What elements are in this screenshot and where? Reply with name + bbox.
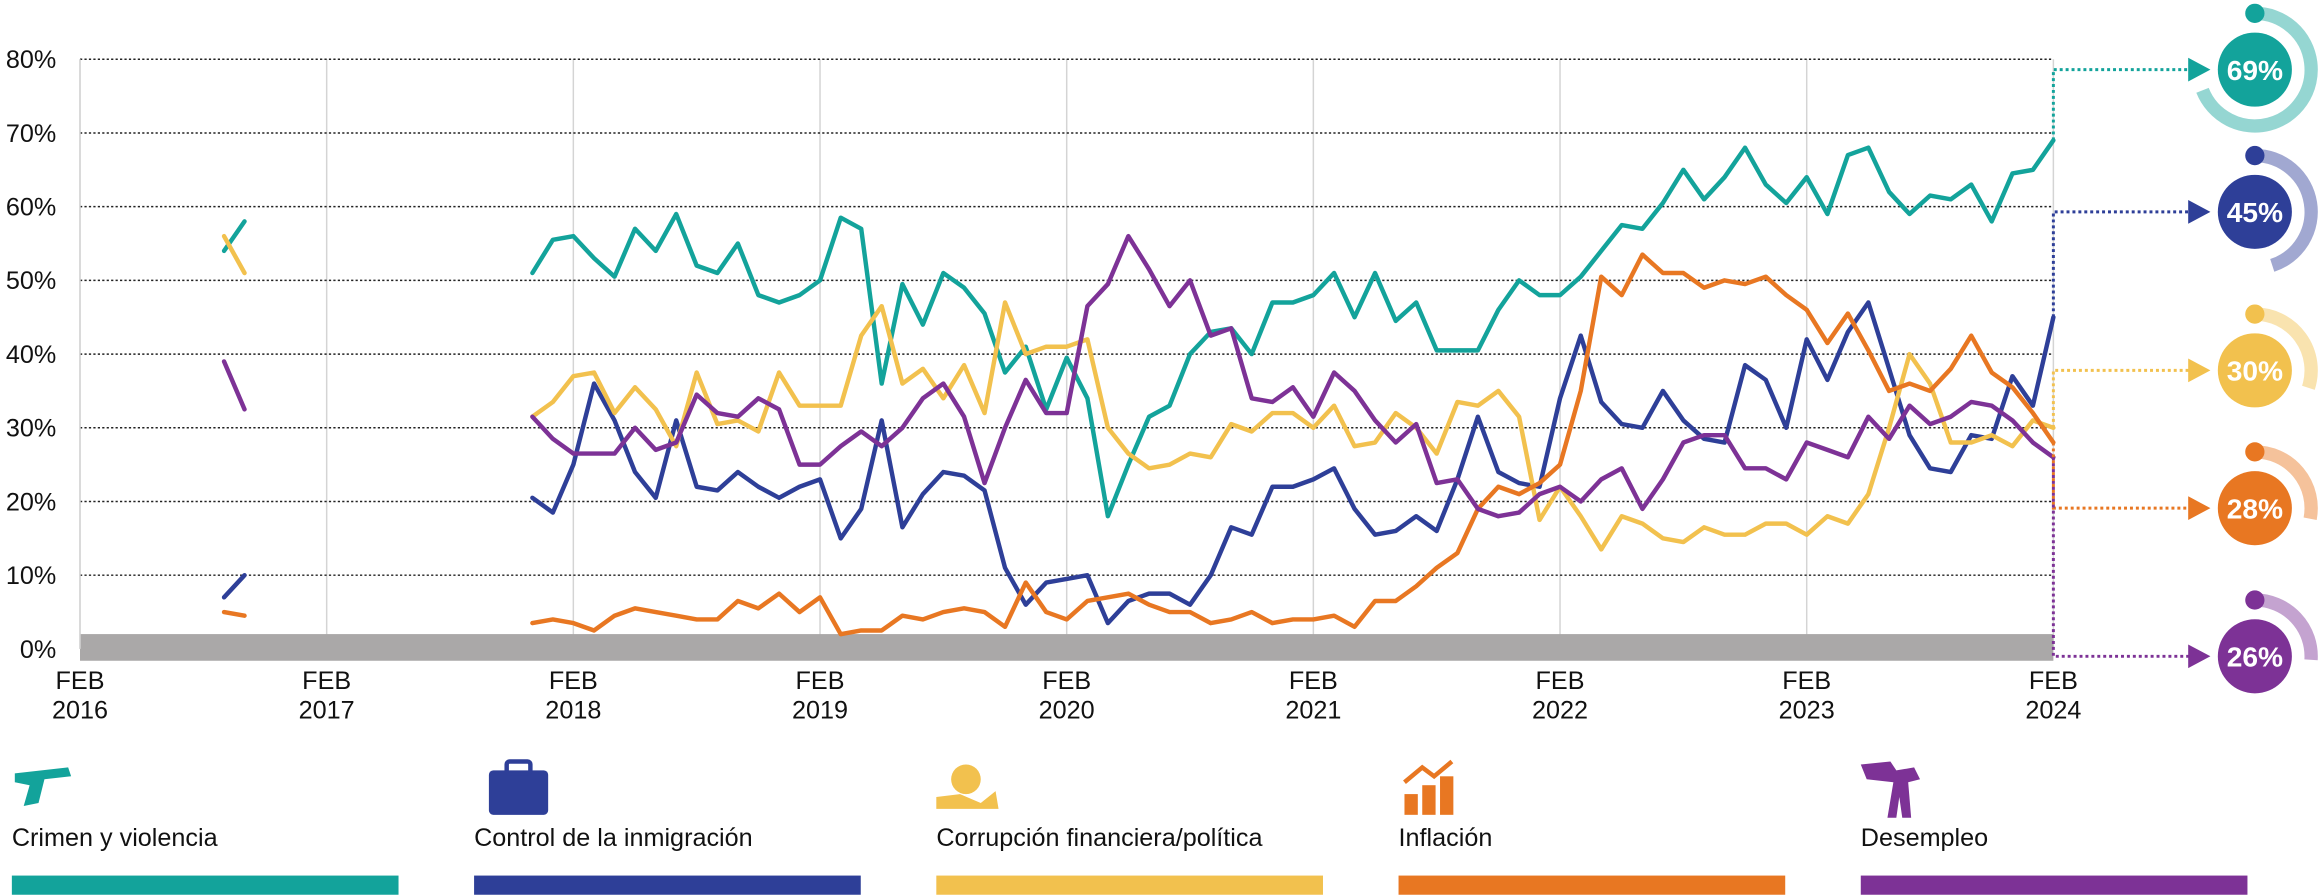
connector	[2051, 68, 2190, 141]
connector-arrow	[2188, 644, 2211, 669]
y-tick-label: 40%	[6, 341, 56, 369]
series-line	[530, 300, 2056, 552]
x-tick-label: FEB 2023	[1778, 666, 1835, 725]
gauge-disc	[2217, 174, 2292, 249]
icon-hand	[936, 791, 999, 809]
connector	[2051, 442, 2190, 510]
gauge-arc	[2254, 148, 2318, 272]
gauge-disc	[2217, 471, 2292, 546]
legend-label: Inflación	[1398, 823, 1493, 852]
series-line	[530, 252, 2056, 637]
legend-bar	[11, 875, 399, 895]
legend-bar	[936, 875, 1323, 895]
x-tick-label: FEB 2021	[1285, 666, 1342, 725]
series-line	[221, 572, 247, 600]
gauge-arc	[2254, 593, 2318, 661]
icon-coin	[951, 764, 981, 795]
legend-bar	[474, 875, 861, 895]
gauge-dot	[2245, 145, 2265, 166]
gauge-arc	[2254, 445, 2318, 520]
legend-bar	[1398, 875, 1786, 895]
y-tick-label: 80%	[6, 46, 56, 74]
end-label: 45%	[2227, 197, 2283, 228]
gauge-dot	[2245, 590, 2265, 610]
icon-bar	[1404, 794, 1418, 815]
icon-arrow	[1403, 759, 1454, 784]
gauge-dot	[2245, 3, 2265, 23]
icon-revolver	[14, 767, 72, 806]
series-line	[221, 233, 247, 276]
icon-handle	[504, 759, 533, 776]
icon-person	[1860, 761, 1921, 818]
series-line	[530, 233, 2056, 519]
series-line	[221, 219, 247, 254]
legend-label: Crimen y violencia	[11, 823, 218, 852]
series-line	[530, 138, 2056, 519]
end-label: 26%	[2227, 642, 2283, 673]
x-tick-label: FEB 2017	[298, 666, 355, 725]
gauge-disc	[2217, 619, 2292, 694]
icon-bar	[1440, 776, 1454, 815]
y-tick-label: 10%	[6, 562, 56, 590]
gauge-disc	[2217, 32, 2292, 107]
gauge-dot	[2245, 304, 2265, 324]
legend-icon	[936, 764, 999, 809]
connector-arrow	[2188, 57, 2211, 82]
x-tick-label: FEB 2022	[1531, 666, 1589, 725]
x-tick-label: FEB 2019	[791, 666, 849, 725]
y-tick-label: 0%	[20, 636, 56, 664]
legend-icon	[488, 759, 549, 815]
legend-icon	[1860, 761, 1921, 818]
legend-label: Desempleo	[1860, 823, 1989, 852]
gauge-dot	[2245, 442, 2265, 462]
legend-icon	[1403, 759, 1454, 815]
x-tick-label: FEB 2018	[545, 666, 602, 725]
gauge-arc	[2196, 6, 2318, 133]
y-tick-label: 50%	[6, 267, 56, 295]
legend-label: Corrupción financiera/política	[936, 823, 1263, 852]
x-tick-label: FEB 2016	[51, 666, 109, 725]
legend-bar	[1860, 875, 2248, 895]
gauge-arc	[2254, 307, 2318, 390]
connector	[2051, 368, 2190, 428]
legend-label: Control de la inmigración	[474, 823, 753, 852]
legend-icon	[14, 767, 72, 806]
connector-arrow	[2188, 200, 2211, 224]
y-tick-label: 30%	[6, 415, 56, 443]
connector-arrow	[2188, 496, 2211, 521]
connector	[2051, 210, 2190, 318]
gauge-disc	[2217, 333, 2292, 408]
end-label: 28%	[2227, 494, 2283, 525]
y-tick-label: 20%	[6, 488, 56, 516]
icon-bar	[1422, 785, 1436, 815]
connector-arrow	[2188, 358, 2211, 383]
x-tick-label: FEB 2024	[2025, 666, 2082, 725]
series-line	[530, 300, 2056, 626]
x-tick-label: FEB 2020	[1038, 666, 1095, 725]
y-tick-label: 60%	[6, 194, 56, 222]
series-line	[221, 609, 247, 618]
baseline-band	[80, 634, 2054, 661]
end-label: 30%	[2227, 356, 2283, 387]
y-tick-label: 70%	[6, 120, 56, 148]
end-label: 69%	[2227, 55, 2283, 86]
connector	[2051, 457, 2190, 658]
icon-suitcase	[488, 770, 549, 815]
series-line	[221, 359, 247, 412]
